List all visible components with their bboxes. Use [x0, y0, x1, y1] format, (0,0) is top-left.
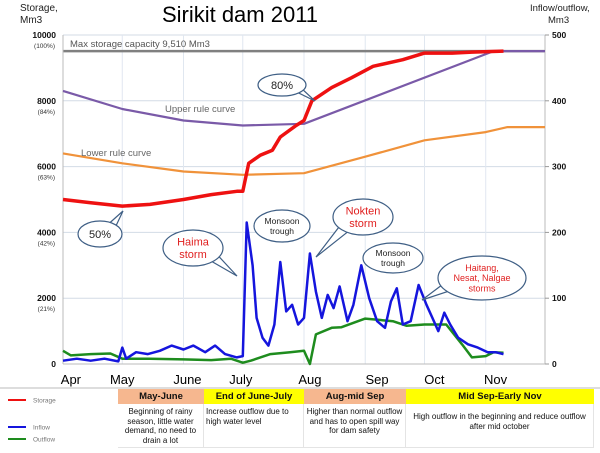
callout-bubble: [332, 198, 394, 236]
series-lines: [62, 49, 545, 366]
axes: 10000(100%)8000(84%)6000(63%)4000(42%)20…: [32, 30, 566, 387]
callout-text: trough: [381, 258, 405, 268]
period-table: May-June End of June-July Aug-mid Sep Mi…: [118, 389, 594, 448]
callout-text: storm: [179, 249, 207, 261]
left-tick-label: 4000: [37, 227, 56, 237]
left-tick-label: 8000: [37, 96, 56, 106]
callout-bubble: [362, 242, 424, 274]
series-outflow: [62, 317, 504, 366]
left-tick-pct: (42%): [38, 240, 55, 247]
legend-label: Inflow: [33, 425, 50, 432]
right-tick-label: 100: [552, 293, 566, 303]
left-tick-pct: (63%): [38, 175, 55, 182]
period-header: End of June-July: [204, 389, 304, 404]
left-tick-pct: (21%): [38, 306, 55, 313]
period-header: Aug-mid Sep: [304, 389, 406, 404]
callouts: 80%50%HaimastormMonsoontroughNoktenstorm…: [77, 73, 527, 301]
callout-text: Nokten: [346, 206, 381, 218]
callout-text: Haima: [177, 237, 210, 249]
x-tick-label: Nov: [484, 372, 508, 387]
callout-bubble: [437, 255, 527, 301]
callout-text: 80%: [271, 80, 293, 92]
callout-bubble: [253, 209, 311, 243]
series-inflow: [62, 221, 504, 363]
series-storage: [62, 49, 504, 208]
callout-text: 50%: [89, 229, 111, 241]
legend-label: Outflow: [33, 437, 55, 444]
callout-annotation: 80%: [257, 73, 316, 102]
period-header: Mid Sep-Early Nov: [406, 389, 594, 404]
curve-labels: Upper rule curve Lower rule curve: [81, 104, 235, 159]
period-description: High outflow in the beginning and reduce…: [406, 404, 594, 448]
x-tick-label: Apr: [61, 372, 82, 387]
period-description: Beginning of rainy season, little water …: [118, 404, 204, 448]
right-tick-label: 400: [552, 96, 566, 106]
right-tick-label: 500: [552, 30, 566, 40]
left-tick-label: 10000: [32, 30, 56, 40]
callout-bubble: [257, 73, 307, 97]
lower-rule-curve-label: Lower rule curve: [81, 148, 151, 159]
right-tick-label: 200: [552, 227, 566, 237]
callout-text: Monsoon: [265, 216, 300, 226]
left-tick-label: 0: [51, 359, 56, 369]
left-axis-label: Storage, Mm3: [20, 3, 58, 26]
legend-label: Storage: [33, 398, 56, 405]
x-tick-label: Aug: [298, 372, 321, 387]
callout-bubble: [77, 220, 123, 248]
left-tick-label: 6000: [37, 162, 56, 172]
x-tick-label: June: [173, 372, 201, 387]
callout-text: trough: [270, 226, 294, 236]
chart-title: Sirikit dam 2011: [162, 2, 318, 27]
period-description: Higher than normal outflow and has to op…: [304, 404, 406, 448]
callout-text: storm: [349, 218, 377, 230]
period-header: May-June: [118, 389, 204, 404]
left-tick-pct: (84%): [38, 109, 55, 116]
x-tick-label: Sep: [366, 372, 389, 387]
upper-rule-curve-label: Upper rule curve: [165, 104, 235, 115]
max-capacity-label: Max storage capacity 9,510 Mm3: [70, 39, 210, 50]
callout-text: Haitang,: [465, 263, 499, 273]
left-tick-label: 2000: [37, 293, 56, 303]
x-tick-label: July: [229, 372, 253, 387]
left-tick-pct: (100%): [34, 43, 55, 50]
right-tick-label: 300: [552, 162, 566, 172]
callout-text: Nesat, Nalgae: [453, 273, 510, 283]
x-tick-label: Oct: [424, 372, 445, 387]
right-axis-label: Inflow/outflow, Mm3: [530, 3, 590, 26]
callout-text: storms: [469, 284, 497, 294]
right-tick-label: 0: [552, 359, 557, 369]
series-lower-rule-curve: [62, 125, 545, 176]
legend: Storage Inflow Outflow: [8, 398, 56, 444]
x-tick-label: May: [110, 372, 135, 387]
period-description: Increase outflow due to high water level: [204, 404, 304, 448]
callout-annotation: 50%: [77, 210, 124, 248]
callout-text: Monsoon: [376, 248, 411, 258]
callout-bubble: [162, 229, 224, 267]
